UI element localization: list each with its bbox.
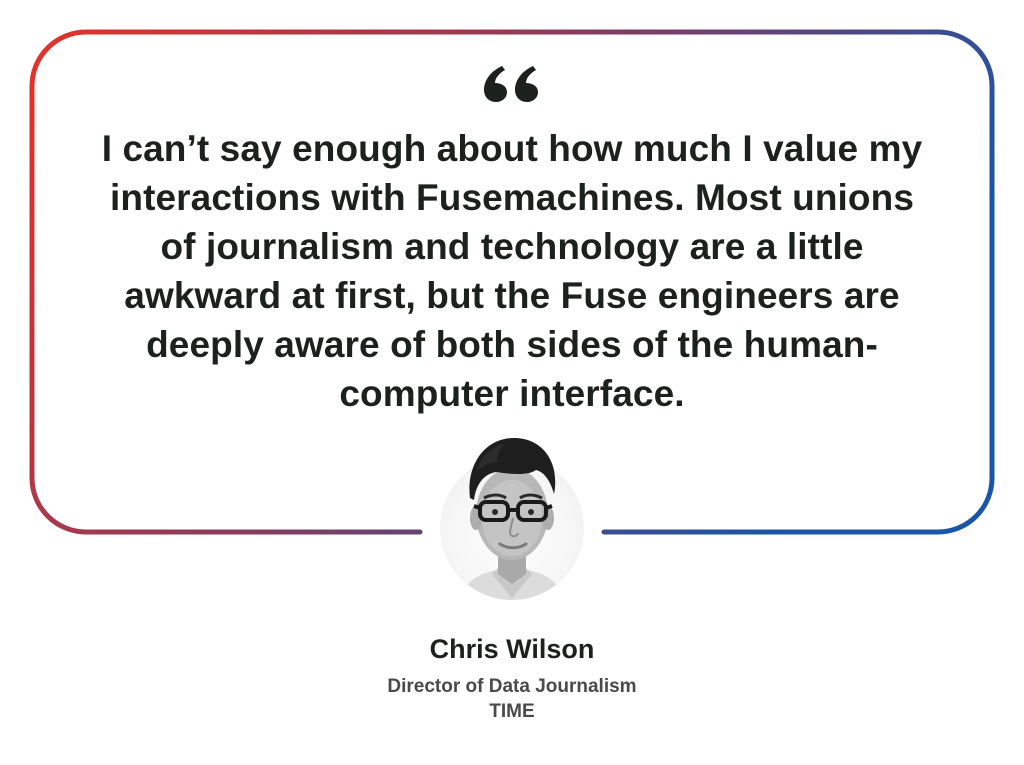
author-company: TIME	[489, 701, 535, 722]
frame-border	[29, 29, 995, 535]
quote-mark-icon	[484, 66, 538, 102]
author-title: Director of Data Journalism	[387, 676, 637, 697]
quote-text: I can’t say enough about how much I valu…	[101, 128, 923, 414]
author-avatar	[440, 438, 584, 600]
author-name: Chris Wilson	[429, 634, 595, 664]
